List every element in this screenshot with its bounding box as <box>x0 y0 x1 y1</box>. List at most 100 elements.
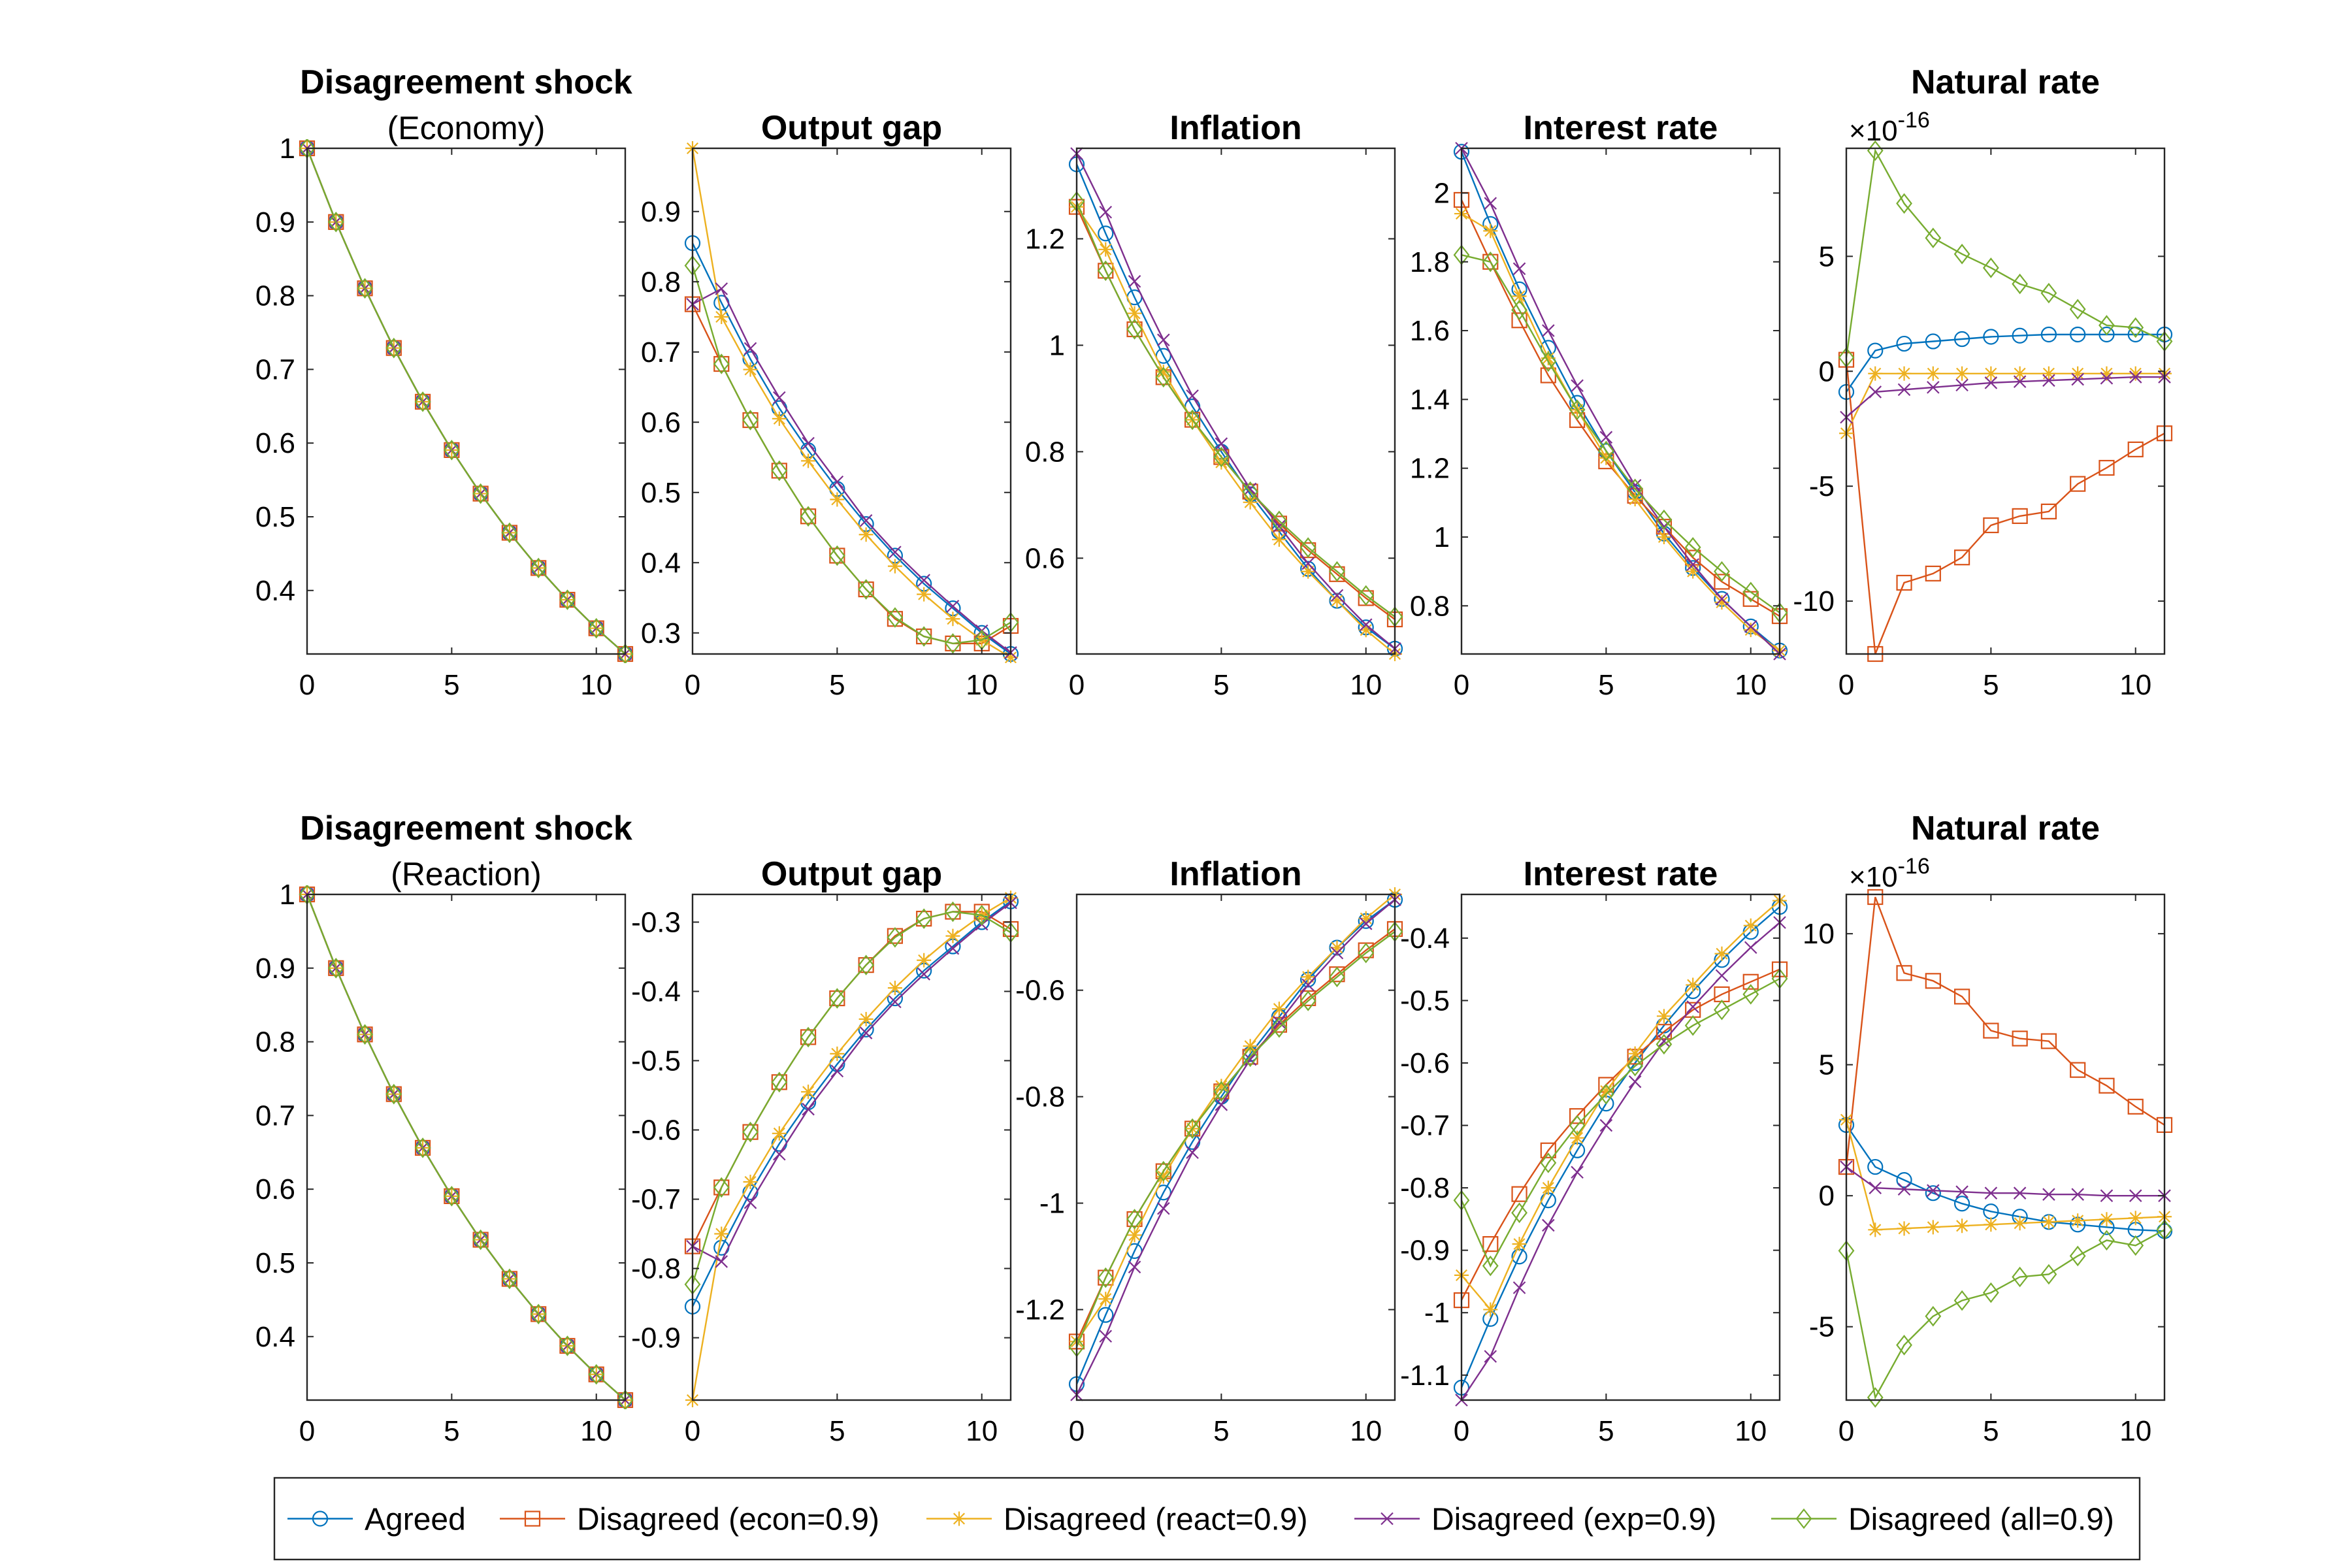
data-point <box>1542 1218 1555 1232</box>
data-point <box>617 644 634 663</box>
data-point <box>1570 1130 1585 1145</box>
data-point <box>1098 225 1114 242</box>
y-tick-label: 0.5 <box>255 1247 295 1279</box>
data-point <box>2099 1077 2115 1094</box>
data-point <box>1511 299 1527 321</box>
x-tick-label: 10 <box>1735 669 1767 701</box>
data-point <box>1925 1185 1941 1201</box>
legend-entry-2: Disagreed (econ=0.9) <box>500 1503 879 1537</box>
y-tick-label: 1.2 <box>1025 223 1065 255</box>
x-tick-label: 0 <box>1069 1415 1085 1447</box>
data-point <box>1329 561 1345 582</box>
axes-frame <box>1075 147 1396 655</box>
data-point <box>530 1303 547 1325</box>
panel-r1-c4: 0 5 10 0.8 1 1.2 1.4 1.6 1.8 2 Interest rate <box>1410 109 1788 701</box>
data-point <box>2071 372 2084 386</box>
data-point <box>530 557 547 579</box>
data-point <box>1359 618 1373 631</box>
data-point <box>1656 509 1673 531</box>
data-point <box>1627 1046 1642 1061</box>
series-line <box>691 900 1011 1307</box>
data-point <box>715 282 728 295</box>
data-point <box>1299 537 1316 558</box>
data-point <box>801 1085 816 1100</box>
axes-frame <box>1845 893 2166 1401</box>
data-point <box>1925 366 1940 381</box>
data-point <box>800 1026 817 1048</box>
y-tick-label: 0.7 <box>255 353 295 385</box>
series-line <box>1846 1166 2164 1197</box>
data-point <box>1569 1115 1586 1136</box>
data-point <box>772 411 787 426</box>
axes-frame <box>1460 893 1781 1401</box>
legend-label: Disagreed (econ=0.9) <box>577 1503 879 1537</box>
data-point <box>1714 595 1729 610</box>
y-tick-label: -0.4 <box>1400 923 1450 955</box>
data-point <box>1984 376 1998 389</box>
y-tick-label: -10 <box>1793 585 1835 617</box>
data-point <box>1484 197 1497 210</box>
data-point <box>1004 650 1018 663</box>
data-point <box>1098 1292 1113 1307</box>
data-point <box>1628 1075 1642 1088</box>
data-point <box>1953 549 1970 566</box>
x-tick-label: 0 <box>1069 669 1085 701</box>
data-point <box>830 475 844 489</box>
series-line <box>691 911 1011 1285</box>
x-tick-label: 5 <box>1213 669 1229 701</box>
data-point <box>1271 532 1286 547</box>
data-point <box>1627 478 1644 500</box>
data-point <box>1867 1158 1884 1175</box>
data-point <box>946 941 960 955</box>
data-point <box>771 1071 788 1093</box>
y-tick-label: 0.8 <box>1025 436 1065 468</box>
y-tick-label: 1 <box>280 133 295 165</box>
data-point <box>1599 1119 1613 1132</box>
data-point <box>858 1011 874 1026</box>
data-point <box>1897 366 1912 381</box>
data-point <box>1896 335 1912 352</box>
panel-r1-c5: 0 5 10 -10 -5 0 5 ×10-16 Natural rate <box>1793 63 2173 701</box>
data-point <box>1686 977 1701 992</box>
data-point <box>1686 564 1701 579</box>
data-point <box>828 545 845 566</box>
data-point <box>1186 389 1199 402</box>
panel-title: Disagreement shock <box>300 63 632 101</box>
data-point <box>1243 482 1257 496</box>
legend-marker <box>952 1511 966 1526</box>
data-point <box>1484 1350 1497 1363</box>
data-point <box>887 981 902 996</box>
data-point <box>2127 1235 2144 1256</box>
data-point <box>973 905 990 926</box>
data-point <box>2013 375 2027 388</box>
panel-title: Natural rate <box>1911 63 2100 101</box>
data-point <box>1127 1228 1142 1243</box>
x-tick-label: 0 <box>1454 1415 1469 1447</box>
data-point <box>1511 1202 1527 1224</box>
data-point <box>2012 327 2028 344</box>
data-point <box>802 436 815 450</box>
data-point <box>858 527 874 542</box>
x-tick-label: 5 <box>444 669 459 701</box>
series-5 <box>299 885 634 1409</box>
data-point <box>1330 589 1344 602</box>
data-point <box>1983 517 1999 534</box>
x-tick-label: 5 <box>1598 1415 1614 1447</box>
series-5 <box>1838 1219 2173 1408</box>
series-line <box>1845 1229 2165 1400</box>
data-point <box>2127 441 2144 457</box>
data-point <box>1482 251 1499 272</box>
data-point <box>1273 1015 1286 1029</box>
data-point <box>1540 351 1557 372</box>
y-tick-label: 0.9 <box>255 953 295 985</box>
data-point <box>1511 312 1527 329</box>
data-point <box>1658 1034 1671 1048</box>
data-point <box>802 1102 815 1116</box>
data-point <box>945 928 960 943</box>
data-point <box>2099 326 2115 343</box>
data-point <box>1271 1002 1286 1017</box>
data-point <box>945 633 961 654</box>
data-point <box>1628 479 1642 492</box>
